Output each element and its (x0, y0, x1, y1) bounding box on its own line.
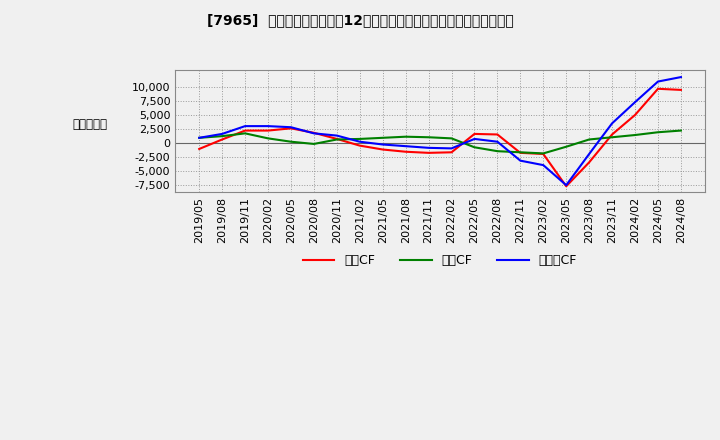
フリーCF (379, 142, 387, 147)
フリーCF (631, 99, 639, 105)
営業CF (401, 149, 410, 154)
フリーCF (585, 151, 593, 157)
営業CF (608, 132, 616, 137)
営業CF (287, 126, 295, 131)
営業CF (470, 131, 479, 136)
投資CF (240, 131, 249, 136)
投資CF (424, 135, 433, 140)
フリーCF (401, 143, 410, 149)
投資CF (379, 135, 387, 140)
投資CF (677, 128, 685, 133)
投資CF (264, 136, 272, 141)
投資CF (585, 137, 593, 142)
Line: 営業CF: 営業CF (199, 89, 681, 186)
営業CF (493, 132, 502, 137)
フリーCF (287, 125, 295, 130)
投資CF (608, 135, 616, 140)
営業CF (585, 160, 593, 165)
営業CF (333, 136, 341, 142)
Legend: 営業CF, 投資CF, フリーCF: 営業CF, 投資CF, フリーCF (298, 249, 582, 272)
投資CF (356, 136, 364, 142)
フリーCF (333, 133, 341, 138)
Y-axis label: （百万円）: （百万円） (73, 118, 107, 131)
営業CF (424, 150, 433, 155)
投資CF (493, 149, 502, 154)
フリーCF (516, 158, 525, 163)
営業CF (264, 128, 272, 133)
フリーCF (240, 124, 249, 129)
投資CF (562, 144, 570, 149)
営業CF (677, 87, 685, 92)
フリーCF (195, 135, 204, 140)
フリーCF (356, 139, 364, 144)
フリーCF (218, 131, 227, 136)
投資CF (470, 145, 479, 150)
フリーCF (539, 162, 548, 168)
投資CF (631, 132, 639, 138)
営業CF (539, 151, 548, 157)
営業CF (631, 112, 639, 117)
営業CF (562, 183, 570, 189)
投資CF (654, 130, 662, 135)
Line: フリーCF: フリーCF (199, 77, 681, 185)
フリーCF (264, 124, 272, 129)
投資CF (401, 134, 410, 139)
フリーCF (447, 146, 456, 151)
フリーCF (562, 183, 570, 188)
投資CF (447, 136, 456, 141)
フリーCF (608, 121, 616, 126)
フリーCF (677, 74, 685, 80)
営業CF (379, 147, 387, 152)
フリーCF (493, 139, 502, 144)
営業CF (516, 150, 525, 155)
Text: [7965]  キャッシュフローの12か月移動合計の対前年同期増減額の推移: [7965] キャッシュフローの12か月移動合計の対前年同期増減額の推移 (207, 13, 513, 27)
投資CF (539, 151, 548, 156)
投資CF (218, 133, 227, 139)
投資CF (516, 150, 525, 155)
投資CF (195, 135, 204, 140)
営業CF (356, 143, 364, 148)
投資CF (287, 139, 295, 144)
フリーCF (654, 79, 662, 84)
投資CF (310, 141, 318, 147)
フリーCF (310, 131, 318, 136)
営業CF (447, 150, 456, 155)
投資CF (333, 137, 341, 142)
営業CF (218, 137, 227, 142)
Line: 投資CF: 投資CF (199, 131, 681, 154)
営業CF (654, 86, 662, 92)
フリーCF (424, 145, 433, 150)
営業CF (195, 147, 204, 152)
営業CF (240, 128, 249, 133)
営業CF (310, 130, 318, 136)
フリーCF (470, 136, 479, 142)
